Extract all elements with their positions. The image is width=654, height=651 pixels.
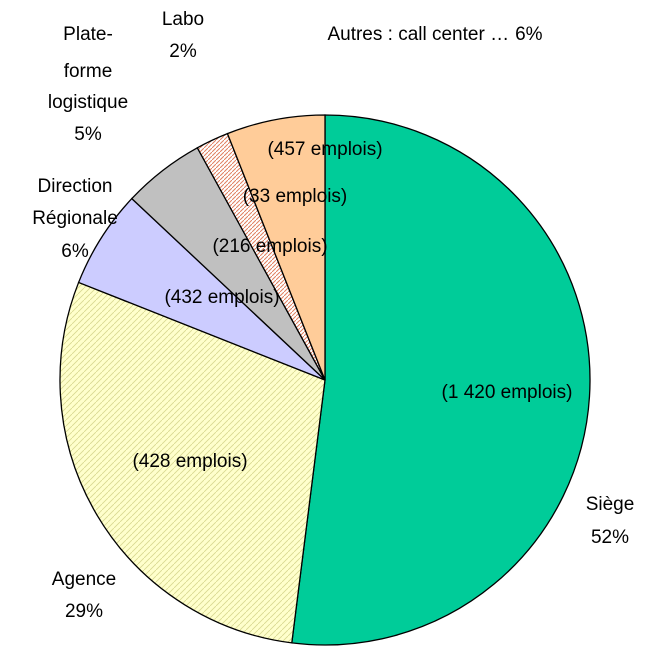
pie-slice xyxy=(226,114,326,381)
category-label: Agence xyxy=(52,569,116,590)
percent-label: 5% xyxy=(74,124,102,145)
category-label: Plate-forme logistique xyxy=(48,24,128,113)
category-name: Autres : call center … xyxy=(327,24,509,45)
category-label: Labo xyxy=(162,9,204,30)
category-line: forme xyxy=(64,61,113,82)
category-label: Siège xyxy=(586,494,635,515)
slice-label: (33 emplois) xyxy=(243,186,348,207)
percent-label: 6% xyxy=(515,24,543,45)
pie-slice xyxy=(291,114,591,646)
percent-label: 2% xyxy=(169,41,197,62)
slice-label: (1 420 emplois) xyxy=(442,382,573,403)
category-label: Autres : call center … 6% xyxy=(327,24,542,45)
category-label: Direction Régionale xyxy=(32,176,118,229)
slice-label: (457 emplois) xyxy=(267,139,382,160)
slice-label: (428 emplois) xyxy=(132,451,247,472)
percent-label: 52% xyxy=(591,527,629,548)
percent-label: 6% xyxy=(61,241,89,262)
category-line: Régionale xyxy=(32,208,118,229)
category-line: logistique xyxy=(48,92,128,113)
slice-label: (216 emplois) xyxy=(212,236,327,257)
category-line: Direction xyxy=(38,176,113,197)
slice-label: (432 emplois) xyxy=(164,287,279,308)
pie-slice xyxy=(59,281,326,644)
category-line: Plate- xyxy=(63,24,113,45)
percent-label: 29% xyxy=(65,601,103,622)
